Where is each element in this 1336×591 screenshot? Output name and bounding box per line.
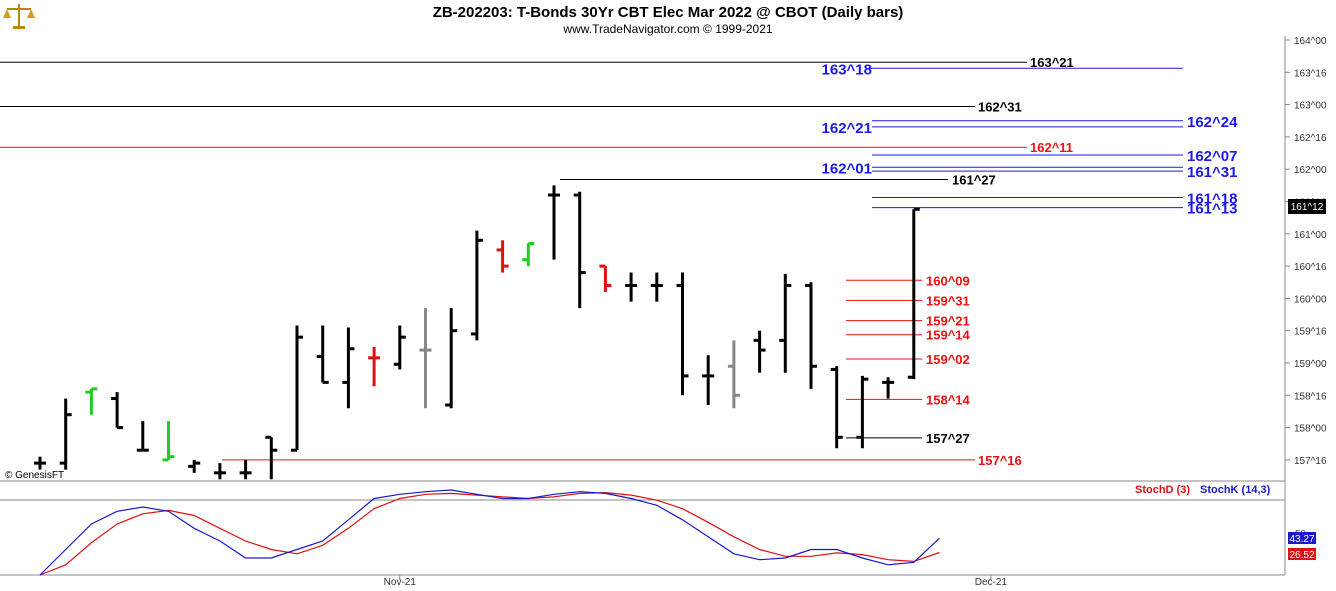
chart-title: ZB-202203: T-Bonds 30Yr CBT Elec Mar 202… (433, 4, 904, 21)
scale-of-justice-icon (3, 4, 35, 29)
price-tick-label: 163^00 (1294, 101, 1327, 112)
level-label: 161^27 (952, 173, 996, 188)
price-tick-label: 162^16 (1294, 133, 1327, 144)
last-price-label: 161^12 (1291, 202, 1324, 213)
stoch-k-value: 43.27 (1289, 534, 1314, 545)
price-tick-label: 164^00 (1294, 36, 1327, 47)
time-tick-label: Dec-21 (975, 577, 1008, 588)
level-label: 161^18 (1187, 190, 1237, 207)
last-price-tag (1288, 199, 1326, 214)
level-label: 159^31 (926, 293, 970, 308)
price-bars (34, 185, 920, 480)
price-tick-label: 160^16 (1294, 262, 1327, 273)
price-tick-label: 160^00 (1294, 294, 1327, 305)
watermark: © GenesisFT (5, 470, 64, 481)
time-axis: Nov-21 Dec-21 (384, 575, 1008, 588)
level-label: 162^07 (1187, 148, 1237, 165)
level-label: 158^14 (926, 392, 971, 407)
stoch-k-legend: StochK (14,3) (1200, 484, 1271, 496)
chart-subtitle: www.TradeNavigator.com © 1999-2021 (562, 22, 772, 36)
price-tick-label: 163^16 (1294, 68, 1327, 79)
fib-levels: 163^21 163^18 162^31 162^24 162^21 162^11 162^… (0, 55, 1238, 468)
price-tick-label: 158^00 (1294, 424, 1327, 435)
level-label: 159^21 (926, 314, 970, 329)
level-label: 163^21 (1030, 55, 1074, 70)
price-tick-label: 161^00 (1294, 230, 1327, 241)
level-label: 162^21 (822, 120, 872, 137)
level-label: 157^16 (978, 453, 1022, 468)
level-label: 159^14 (926, 328, 971, 343)
level-label: 162^24 (1187, 114, 1238, 131)
level-label: 159^02 (926, 352, 970, 367)
stoch-d-value: 26.52 (1289, 550, 1314, 561)
level-label: 163^18 (822, 61, 872, 78)
stoch-d-tag (1288, 548, 1316, 560)
price-tick-label: 157^16 (1294, 456, 1327, 467)
stoch-d-legend: StochD (3) (1135, 484, 1190, 496)
level-label: 162^11 (1030, 140, 1073, 155)
level-label: 160^09 (926, 273, 970, 288)
level-label: 162^01 (822, 160, 872, 177)
price-tick-label: 159^16 (1294, 327, 1327, 338)
price-tick-label: 159^00 (1294, 359, 1327, 370)
level-label: 157^27 (926, 431, 970, 446)
level-label: 161^13 (1187, 201, 1237, 218)
time-tick-label: Nov-21 (384, 577, 417, 588)
stoch-k-tag (1288, 532, 1316, 544)
stoch-k-line (39, 489, 940, 576)
level-label: 162^31 (978, 100, 1022, 115)
price-tick-label: 158^16 (1294, 391, 1327, 402)
stochastic-panel (39, 489, 940, 576)
price-tick-label: 162^00 (1294, 165, 1327, 176)
level-label: 161^31 (1187, 164, 1237, 181)
